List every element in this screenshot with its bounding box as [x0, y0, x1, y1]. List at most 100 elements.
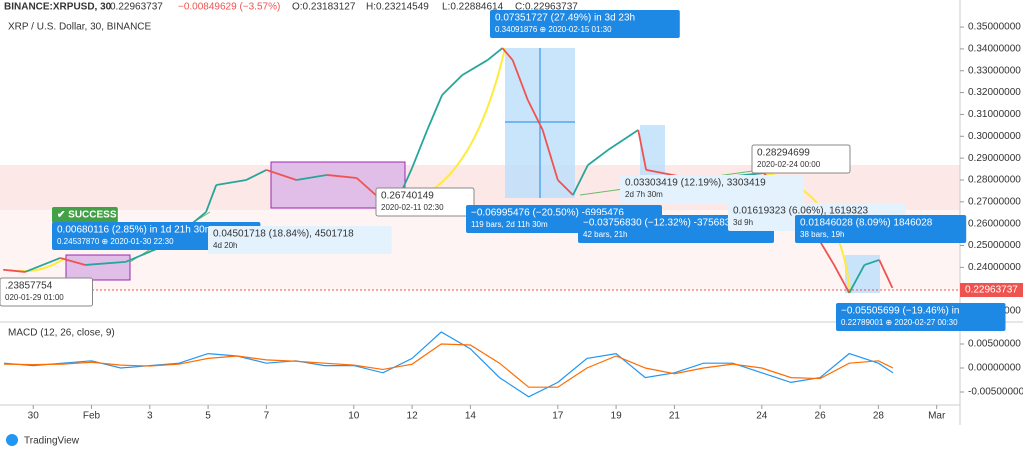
y-tick-label: 0.31000000: [968, 109, 1021, 120]
annotation-box: [795, 215, 967, 243]
annotation-text: 0.26740149: [381, 191, 434, 202]
annotation-text: 0.03303419 (12.19%), 3303419: [625, 178, 766, 189]
price-segment: [848, 264, 866, 294]
brand: TradingView: [24, 436, 80, 447]
header: BINANCE:XRPUSD, 30 0.22963737 −0.0084962…: [4, 2, 578, 447]
x-tick-label: 5: [205, 411, 211, 422]
annotation-text: 2d 7h 30m: [625, 190, 663, 199]
y-tick-label: -0.00500000: [968, 387, 1023, 398]
annotation-text: .23857754: [5, 281, 53, 292]
price-segment: [501, 47, 514, 61]
y-tick-label: 0.26000000: [968, 218, 1021, 229]
annotation-text: 0.07351727 (27.49%) in 3d 23h: [495, 13, 635, 24]
x-tick-label: 14: [465, 411, 477, 422]
price-segment: [441, 74, 463, 96]
annotation-text: 0.04501718 (18.84%), 4501718: [213, 229, 354, 240]
price-segment: [587, 149, 609, 166]
price-segment: [818, 239, 835, 266]
y-tick-label: 0.35000000: [968, 22, 1021, 33]
price-segment: [607, 139, 624, 151]
x-tick-label: 28: [873, 411, 885, 422]
annotation-text: 2020-02-24 00:00: [757, 160, 821, 169]
x-tick-label: 17: [552, 411, 564, 422]
price-segment: [401, 167, 413, 191]
macd-title: MACD (12, 26, close, 9): [8, 328, 115, 339]
price-segment: [411, 129, 429, 169]
x-tick-label: 12: [407, 411, 419, 422]
y-tick-label: 0.00000000: [968, 363, 1021, 374]
ohlc: O:0.23183127: [292, 2, 356, 13]
legend: XRP / U.S. Dollar, 30, BINANCE: [8, 22, 152, 33]
logo: [6, 434, 18, 446]
x-tick-label: 21: [669, 411, 681, 422]
series-line: [4, 343, 894, 388]
annotation-box: [208, 226, 392, 254]
annotation-text: 2020-02-11 02:30: [381, 203, 444, 212]
x-tick-label: 10: [348, 411, 360, 422]
y-tick-label: 0.24000000: [968, 262, 1021, 273]
price-segment: [205, 184, 218, 213]
annotation-text: 0.34091876 ⊕ 2020-02-15 01:30: [495, 25, 612, 34]
price-segment: [266, 169, 297, 181]
price-segment: [245, 169, 267, 181]
y-tick-label: 0.25000000: [968, 240, 1021, 251]
price-segment: [864, 259, 880, 266]
price-segment: [557, 179, 574, 196]
annotation-text: 0.22789001 ⊕ 2020-02-27 00:30: [841, 318, 958, 327]
y-tick-label: 0.32000000: [968, 87, 1021, 98]
annotation-text: 0.01619323 (6.06%), 1619323: [733, 206, 869, 217]
annotation-text: 4d 20h: [213, 241, 237, 250]
annotation-text: −0.06995476 (−20.50%) -6995476: [471, 208, 624, 219]
annotation-text: 42 bars, 21h: [583, 230, 627, 239]
annotation-box: [375, 187, 475, 217]
y-tick-label: 0.34000000: [968, 44, 1021, 55]
price-segment: [3, 268, 26, 273]
last-price-label: 0.22963737: [965, 285, 1018, 296]
annotation-text: 119 bars, 2d 11h 30m: [471, 220, 548, 229]
price-segment: [487, 47, 504, 61]
annotation-text: −0.05505699 (−19.46%) in: [841, 306, 959, 317]
annotation-text: 0.24537870 ⊕ 2020-01-30 22:30: [57, 237, 174, 246]
ohlc: H:0.23214549: [366, 2, 429, 13]
last-price-box: [960, 283, 1023, 297]
price: 0.22963737: [110, 2, 163, 13]
x-tick-label: 24: [756, 411, 768, 422]
annotation-box: [836, 303, 1006, 331]
x-tick-label: 7: [264, 411, 270, 422]
price-segment: [622, 129, 639, 141]
annotation-box: [578, 215, 774, 243]
price-segment: [296, 174, 327, 181]
x-tick-label: 3: [147, 411, 153, 422]
x-tick-label: Feb: [83, 411, 101, 422]
y-tick-label: 0.30000000: [968, 131, 1021, 142]
x-tick-label: 19: [611, 411, 623, 422]
annotation-box: [0, 277, 93, 307]
annotation-box: [620, 175, 804, 203]
price-segment: [833, 264, 851, 294]
ohlc: L:0.22884614: [442, 2, 504, 13]
change: −0.00849629 (−3.57%): [178, 2, 280, 13]
annotation-text: ✔ SUCCESS: [57, 210, 117, 221]
range-box: [65, 254, 131, 281]
y-tick-label: 0.28000000: [968, 175, 1021, 186]
annotation-box: [52, 207, 118, 223]
y-tick-label: 0.00500000: [968, 339, 1021, 350]
price-segment: [511, 59, 529, 101]
annotation-text: −0.03756830 (−12.32%) -3756830: [583, 218, 736, 229]
annotation-box: [490, 10, 680, 38]
y-tick-label: 0.29000000: [968, 153, 1021, 164]
x-tick-label: 30: [28, 411, 40, 422]
annotation-text: 38 bars, 19h: [800, 230, 844, 239]
annotation-text: 0.00680116 (2.85%) in 1d 21h 30m: [57, 225, 213, 236]
price-segment: [572, 164, 589, 196]
x-tick-label: 26: [815, 411, 827, 422]
ohlc: C:0.22963737: [515, 2, 578, 13]
price-segment: [878, 259, 894, 289]
annotation-text: 020-01-29 01:00: [5, 293, 64, 302]
annotation-box: [751, 144, 851, 174]
y-tick-label: 0.27000000: [968, 196, 1021, 207]
price-segment: [60, 257, 86, 266]
price-segment: [326, 174, 357, 179]
annotation-text: 0.01846028 (8.09%) 1846028: [800, 218, 933, 229]
price-segment: [541, 129, 559, 181]
